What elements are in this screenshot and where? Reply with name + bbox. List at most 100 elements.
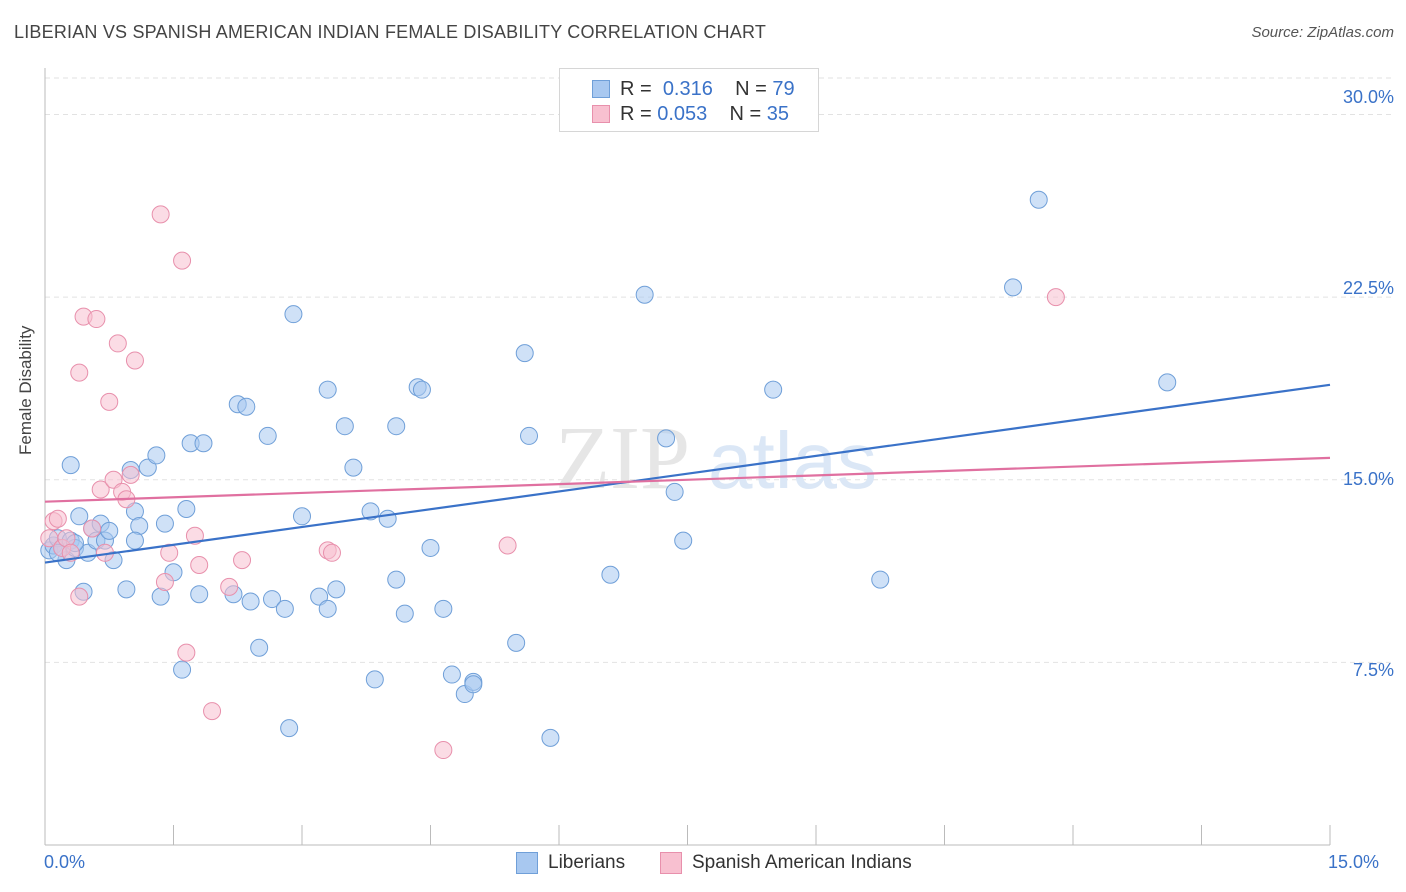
- liberians-point: [318, 599, 337, 618]
- liberians-swatch: [592, 80, 610, 98]
- liberians-point: [764, 380, 783, 399]
- liberians-point: [507, 633, 526, 652]
- y-tick-label: 7.5%: [1352, 660, 1394, 680]
- watermark-atlas: atlas: [708, 416, 877, 505]
- y-tick-label: 30.0%: [1342, 87, 1394, 107]
- legend-label: Spanish American Indians: [692, 852, 912, 873]
- liberians-point: [361, 502, 380, 521]
- spanish-american-indians-point: [434, 741, 453, 760]
- liberians-point: [284, 305, 303, 324]
- liberians-point: [100, 521, 119, 540]
- spanish-american-indians-point: [91, 480, 110, 499]
- spanish-american-indians-point: [151, 205, 170, 224]
- stats-legend: R = 0.316 N = 79 R = 0.053 N = 35: [559, 68, 819, 132]
- spanish-american-indians-swatch: [592, 105, 610, 123]
- liberians-point: [237, 397, 256, 416]
- liberians-point: [61, 456, 80, 475]
- liberians-point: [387, 570, 406, 589]
- liberians-point: [541, 728, 560, 747]
- liberians-point: [387, 417, 406, 436]
- liberians-point: [318, 380, 337, 399]
- spanish-american-indians-point: [104, 470, 123, 489]
- liberians-point: [241, 592, 260, 611]
- spanish-american-indians-point: [121, 465, 140, 484]
- liberians-point: [147, 446, 166, 465]
- liberians-point: [275, 599, 294, 618]
- liberians-trend-line: [44, 383, 1331, 564]
- r-value: 0.053: [657, 102, 708, 125]
- liberians-point: [250, 638, 269, 657]
- stats-row-liberians: R = 0.316 N = 79: [592, 77, 795, 101]
- n-label: N =: [729, 102, 762, 125]
- x-tick-label: 0.0%: [44, 852, 86, 872]
- liberians-point: [674, 531, 693, 550]
- spanish-american-indians-point: [177, 643, 196, 662]
- liberians-point: [327, 580, 346, 599]
- liberians-point: [665, 482, 684, 501]
- spanish-american-indians-point: [190, 555, 209, 574]
- liberians-point: [412, 380, 431, 399]
- spanish-american-indians-point: [70, 363, 89, 382]
- stats-row-spanish-american-indians: R = 0.053 N = 35: [592, 102, 790, 126]
- liberians-point: [601, 565, 620, 584]
- liberians-point: [117, 580, 136, 599]
- spanish-american-indians-point: [125, 351, 144, 370]
- liberians-point: [378, 509, 397, 528]
- legend-item-liberians[interactable]: Liberians: [516, 852, 625, 874]
- r-value: 0.316: [662, 77, 713, 100]
- liberians-point: [280, 719, 299, 738]
- spanish-american-indians-legend-swatch: [660, 852, 682, 874]
- liberians-point: [657, 429, 676, 448]
- liberians-point: [293, 507, 311, 526]
- liberians-point: [344, 458, 363, 477]
- spanish-american-indians-point: [70, 587, 89, 606]
- spanish-american-indians-point: [48, 509, 67, 528]
- legend-item-spanish-american-indians[interactable]: Spanish American Indians: [660, 852, 912, 874]
- spanish-american-indians-point: [1046, 288, 1065, 307]
- spanish-american-indians-point: [108, 334, 127, 353]
- liberians-point: [263, 590, 282, 609]
- spanish-american-indians-point: [173, 251, 192, 270]
- liberians-legend-swatch: [516, 852, 538, 874]
- n-value: 79: [772, 77, 795, 100]
- liberians-point: [1029, 190, 1048, 209]
- spanish-american-indians-point: [83, 519, 102, 538]
- spanish-american-indians-point: [87, 310, 106, 329]
- spanish-american-indians-point: [220, 577, 239, 596]
- legend-label: Liberians: [548, 852, 626, 873]
- spanish-american-indians-point: [155, 573, 174, 592]
- liberians-point: [258, 426, 277, 445]
- r-label: R =: [620, 102, 652, 125]
- spanish-american-indians-point: [185, 526, 204, 545]
- spanish-american-indians-point: [203, 702, 222, 721]
- liberians-point: [520, 426, 539, 445]
- liberians-point: [335, 417, 354, 436]
- liberians-point: [871, 570, 890, 589]
- y-tick-label: 15.0%: [1342, 469, 1394, 489]
- liberians-point: [190, 585, 209, 604]
- liberians-point: [442, 665, 461, 684]
- spanish-american-indians-point: [61, 543, 80, 562]
- spanish-american-indians-point: [100, 392, 119, 411]
- liberians-point: [138, 458, 157, 477]
- liberians-point: [173, 660, 192, 679]
- spanish-american-indians-point: [322, 543, 341, 562]
- spanish-american-indians-trend-line: [44, 456, 1331, 503]
- liberians-point: [177, 499, 196, 518]
- y-tick-label: 22.5%: [1342, 278, 1394, 298]
- liberians-point: [155, 514, 174, 533]
- liberians-point: [515, 344, 534, 363]
- liberians-point: [1158, 373, 1177, 392]
- liberians-point: [464, 675, 483, 694]
- liberians-point: [365, 670, 384, 689]
- source-label: Source: ZipAtlas.com: [1251, 24, 1394, 41]
- liberians-point: [310, 587, 329, 606]
- spanish-american-indians-point: [233, 551, 252, 570]
- n-value: 35: [766, 102, 790, 125]
- liberians-point: [194, 434, 213, 453]
- liberians-point: [1004, 278, 1023, 297]
- liberians-point: [395, 604, 414, 623]
- liberians-point: [125, 531, 144, 550]
- chart-title: LIBERIAN VS SPANISH AMERICAN INDIAN FEMA…: [14, 22, 767, 42]
